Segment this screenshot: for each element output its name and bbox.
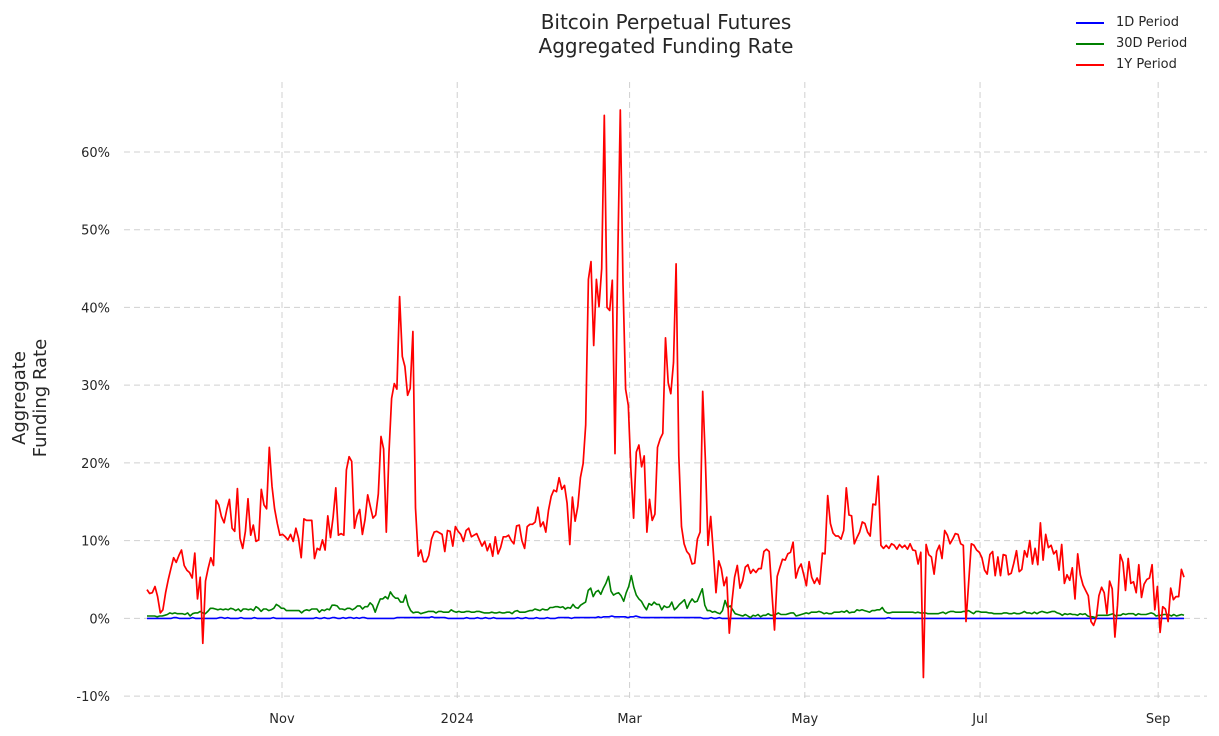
y-tick-label: 50% xyxy=(81,224,110,239)
legend-swatch-1d xyxy=(1076,21,1104,24)
x-tick-label: Mar xyxy=(617,712,642,727)
legend-entry-1y: 1Y Period xyxy=(1076,54,1187,75)
legend-swatch-30d xyxy=(1076,42,1104,45)
y-tick-label: 20% xyxy=(81,457,110,472)
y-tick-label: 60% xyxy=(81,146,110,161)
x-tick-label: Sep xyxy=(1146,712,1171,727)
legend-label-30d: 30D Period xyxy=(1116,36,1188,51)
y-tick-label: 30% xyxy=(81,379,110,394)
chart-title-line-1: Bitcoin Perpetual Futures xyxy=(540,10,792,34)
legend-label-1y: 1Y Period xyxy=(1116,57,1177,72)
y-axis-tick-labels: -10% 0% 10% 20% 30% 40% 50% 60% xyxy=(76,146,110,705)
legend-entry-1d: 1D Period xyxy=(1076,12,1187,33)
x-tick-label: Nov xyxy=(269,712,295,727)
legend-label-1d: 1D Period xyxy=(1116,15,1179,30)
legend: 1D Period 30D Period 1Y Period xyxy=(1076,12,1187,75)
legend-entry-30d: 30D Period xyxy=(1076,33,1187,54)
x-tick-label: Jul xyxy=(971,712,988,727)
y-axis-label-line-1: Aggregate xyxy=(9,351,30,445)
x-tick-label: 2024 xyxy=(441,712,474,727)
y-tick-label: 0% xyxy=(89,612,110,627)
y-tick-label: -10% xyxy=(76,690,110,705)
y-tick-label: 10% xyxy=(81,535,110,550)
chart-title-line-2: Aggregated Funding Rate xyxy=(538,34,794,58)
series-line-2 xyxy=(147,574,1185,619)
series-line-3 xyxy=(146,109,1185,679)
y-tick-label: 40% xyxy=(81,301,110,316)
y-axis-label: Aggregate Funding Rate xyxy=(9,339,51,457)
y-axis-label-line-2: Funding Rate xyxy=(30,338,51,458)
legend-swatch-1y xyxy=(1076,63,1104,66)
x-tick-label: May xyxy=(791,712,818,727)
series-line-1 xyxy=(147,615,1184,620)
x-axis-tick-labels: Nov 2024 Mar May Jul Sep xyxy=(269,712,1170,727)
series-lines xyxy=(146,109,1185,679)
